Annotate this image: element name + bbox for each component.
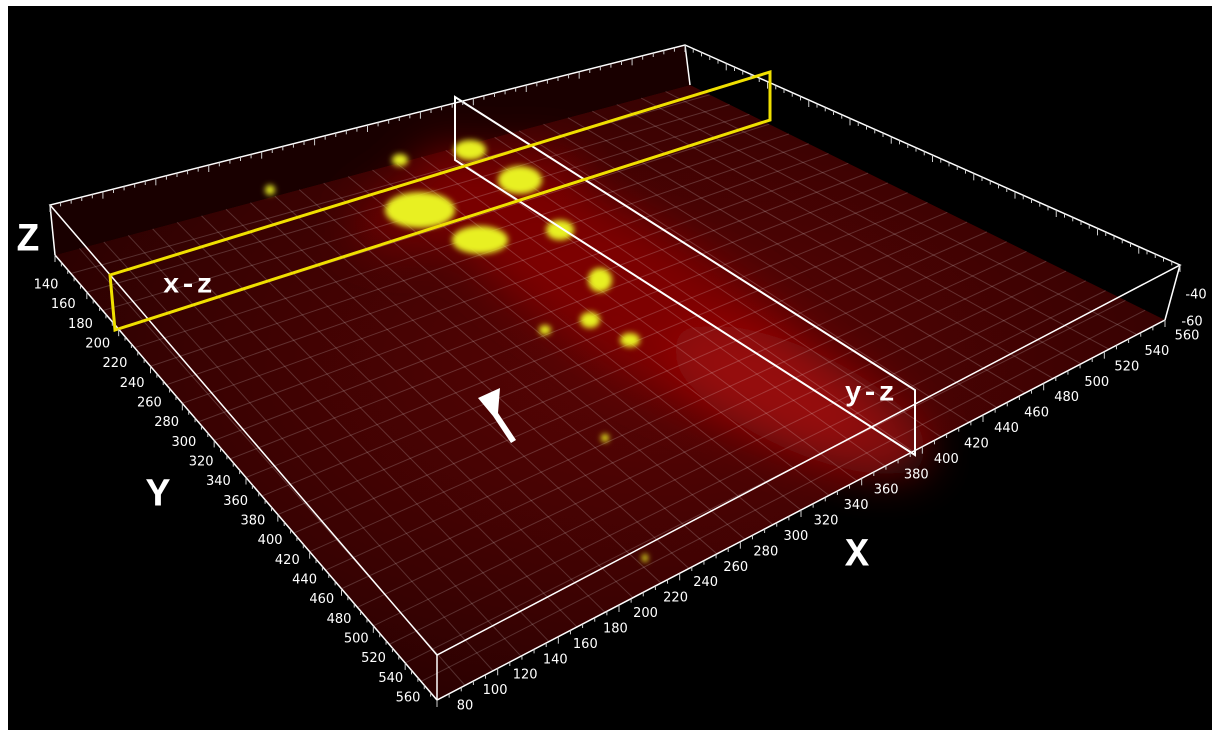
z-tick-label: -60 <box>1181 315 1202 330</box>
x-tick-label: 160 <box>573 637 598 652</box>
y-tick-label: 220 <box>103 356 128 371</box>
x-tick-label: 140 <box>543 652 568 667</box>
x-tick-label: 400 <box>934 452 959 467</box>
y-tick-label: 360 <box>223 494 248 509</box>
x-tick-label: 520 <box>1114 359 1139 374</box>
y-tick-label: 380 <box>240 514 265 529</box>
x-tick-label: 300 <box>784 529 809 544</box>
y-tick-label: 520 <box>361 651 386 666</box>
x-tick-label: 220 <box>663 591 688 606</box>
y-tick-label: 320 <box>189 455 214 470</box>
y-tick-label: 440 <box>292 573 317 588</box>
x-tick-label: 360 <box>874 483 899 498</box>
y-tick-label: 560 <box>396 691 421 706</box>
z-axis-label: Z <box>16 219 40 264</box>
y-tick-label: 400 <box>258 533 283 548</box>
xz-slice-label: x-z <box>163 270 213 301</box>
y-tick-label: 420 <box>275 553 300 568</box>
y-tick-label: 140 <box>34 278 59 293</box>
x-tick-label: 80 <box>457 699 474 714</box>
y-tick-label: 200 <box>85 337 110 352</box>
x-tick-label: 240 <box>693 575 718 590</box>
x-tick-label: 260 <box>723 560 748 575</box>
x-tick-label: 180 <box>603 621 628 636</box>
x-tick-label: 100 <box>483 683 508 698</box>
x-tick-label: 320 <box>814 514 839 529</box>
y-tick-label: 280 <box>154 415 179 430</box>
page: Z Y X x-z y-z 140 160 180 200 220 240 260 280 30… <box>0 0 1219 738</box>
y-tick-label: 300 <box>171 435 196 450</box>
y-tick-label: 540 <box>378 671 403 686</box>
y-tick-label: 340 <box>206 474 231 489</box>
y-tick-label: 240 <box>120 376 145 391</box>
x-tick-label: 340 <box>844 498 869 513</box>
x-tick-label: 420 <box>964 436 989 451</box>
x-tick-label: 560 <box>1175 329 1200 344</box>
y-tick-label: 160 <box>51 297 76 312</box>
x-tick-label: 440 <box>994 421 1019 436</box>
y-tick-label: 260 <box>137 396 162 411</box>
x-tick-label: 500 <box>1084 375 1109 390</box>
z-tick-label: -40 <box>1185 288 1206 303</box>
x-tick-label: 380 <box>904 467 929 482</box>
x-axis-label: X <box>845 534 869 579</box>
y-tick-label: 480 <box>327 612 352 627</box>
y-tick-label: 460 <box>309 592 334 607</box>
y-tick-label: 180 <box>68 317 93 332</box>
y-tick-label: 500 <box>344 632 369 647</box>
y-axis-label: Y <box>146 474 170 519</box>
x-tick-label: 200 <box>633 606 658 621</box>
volume-view: Z Y X x-z y-z 140 160 180 200 220 240 260 280 30… <box>0 0 1219 738</box>
x-tick-label: 480 <box>1054 390 1079 405</box>
x-tick-label: 120 <box>513 668 538 683</box>
yz-slice-label: y-z <box>845 378 895 409</box>
x-tick-label: 280 <box>753 544 778 559</box>
x-tick-label: 460 <box>1024 406 1049 421</box>
x-tick-label: 540 <box>1145 344 1170 359</box>
